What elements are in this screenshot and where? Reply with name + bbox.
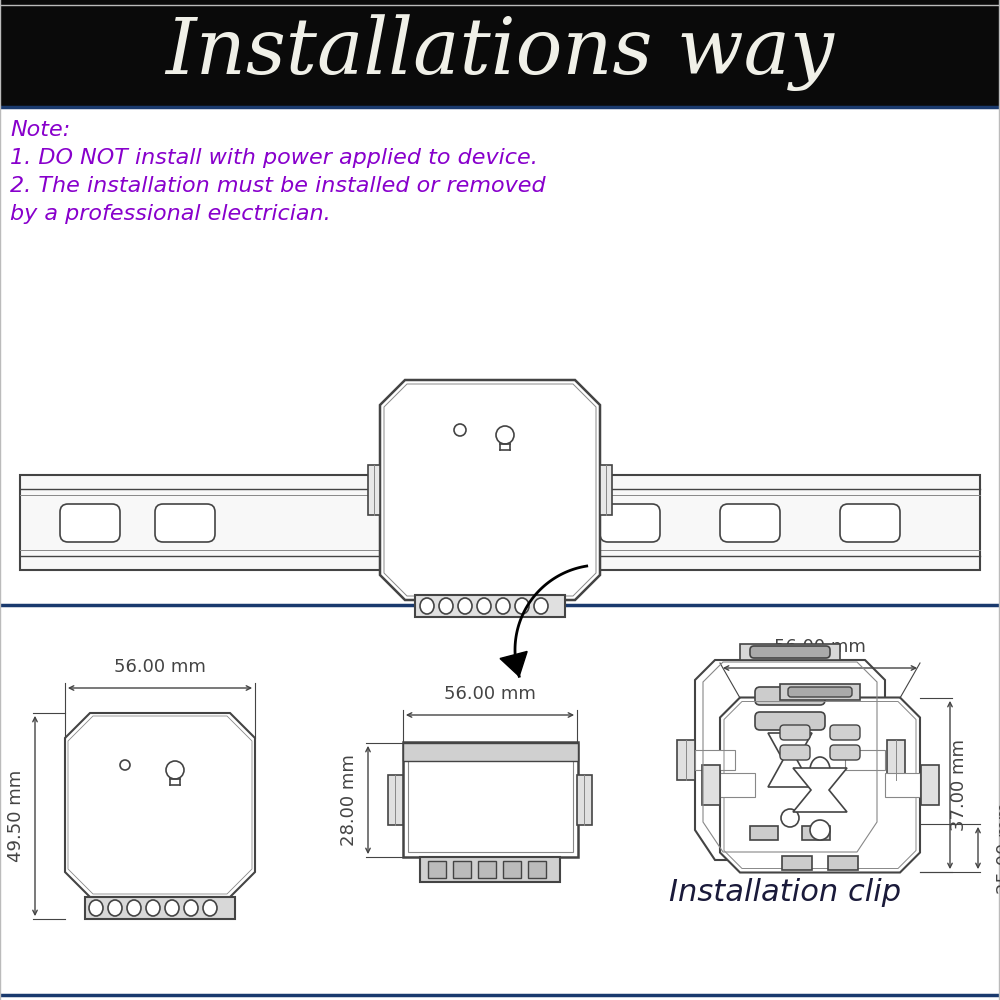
Bar <box>408 747 573 852</box>
Polygon shape <box>793 768 847 812</box>
FancyBboxPatch shape <box>755 712 825 730</box>
FancyBboxPatch shape <box>830 745 860 760</box>
Bar <box>702 765 720 805</box>
Ellipse shape <box>165 900 179 916</box>
FancyBboxPatch shape <box>780 745 810 760</box>
Ellipse shape <box>458 598 472 614</box>
Text: 25.00 mm: 25.00 mm <box>996 802 1000 894</box>
Bar <box>600 465 612 515</box>
Bar <box>740 644 840 660</box>
Bar <box>750 826 778 840</box>
Text: Installations way: Installations way <box>166 15 834 91</box>
Bar <box>528 861 546 878</box>
Text: 28.00 mm: 28.00 mm <box>340 754 358 846</box>
Bar <box>577 775 592 825</box>
Bar <box>921 765 939 805</box>
FancyBboxPatch shape <box>755 687 825 705</box>
Polygon shape <box>500 651 527 676</box>
FancyBboxPatch shape <box>60 504 120 542</box>
Bar <box>478 861 496 878</box>
FancyBboxPatch shape <box>830 725 860 740</box>
Text: 56.00 mm: 56.00 mm <box>774 638 866 656</box>
Ellipse shape <box>781 739 799 761</box>
Bar <box>885 773 920 797</box>
Ellipse shape <box>496 598 510 614</box>
Polygon shape <box>380 380 600 600</box>
Text: 37.00 mm: 37.00 mm <box>950 739 968 831</box>
Ellipse shape <box>534 598 548 614</box>
Ellipse shape <box>420 598 434 614</box>
Ellipse shape <box>89 900 103 916</box>
Bar <box>388 775 403 825</box>
Bar <box>887 740 905 780</box>
Bar <box>782 856 812 870</box>
Polygon shape <box>720 698 920 872</box>
Bar <box>453 861 471 878</box>
Bar <box>677 740 695 780</box>
Circle shape <box>781 809 799 827</box>
Text: 56.00 mm: 56.00 mm <box>444 685 536 703</box>
Bar <box>780 684 860 700</box>
FancyBboxPatch shape <box>720 504 780 542</box>
Polygon shape <box>768 733 812 787</box>
Ellipse shape <box>146 900 160 916</box>
Ellipse shape <box>810 757 830 783</box>
Bar <box>420 857 560 882</box>
Bar <box>845 750 885 770</box>
Text: 49.50 mm: 49.50 mm <box>7 770 25 862</box>
Circle shape <box>166 761 184 779</box>
FancyBboxPatch shape <box>840 504 900 542</box>
Ellipse shape <box>108 900 122 916</box>
Text: Installation clip: Installation clip <box>669 878 901 907</box>
Circle shape <box>120 760 130 770</box>
Bar <box>802 826 830 840</box>
Ellipse shape <box>127 900 141 916</box>
Circle shape <box>454 424 466 436</box>
Bar <box>85 897 235 919</box>
Polygon shape <box>695 660 885 860</box>
Circle shape <box>496 426 514 444</box>
Ellipse shape <box>477 598 491 614</box>
Bar <box>828 856 858 870</box>
Text: Note:
1. DO NOT install with power applied to device.
2. The installation must b: Note: 1. DO NOT install with power appli… <box>10 120 546 224</box>
Bar <box>695 750 735 770</box>
Bar <box>0 0 1000 105</box>
FancyBboxPatch shape <box>155 504 215 542</box>
FancyBboxPatch shape <box>780 725 810 740</box>
Bar <box>415 595 565 617</box>
Bar <box>368 465 380 515</box>
Bar <box>403 743 578 761</box>
Ellipse shape <box>203 900 217 916</box>
Bar <box>428 861 446 878</box>
Ellipse shape <box>439 598 453 614</box>
Bar <box>503 861 521 878</box>
Ellipse shape <box>184 900 198 916</box>
Polygon shape <box>65 713 255 897</box>
Ellipse shape <box>515 598 529 614</box>
Circle shape <box>810 820 830 840</box>
FancyBboxPatch shape <box>750 646 830 658</box>
FancyBboxPatch shape <box>788 687 852 697</box>
Bar <box>403 742 578 857</box>
FancyBboxPatch shape <box>600 504 660 542</box>
Bar <box>720 773 755 797</box>
Text: 56.00 mm: 56.00 mm <box>114 658 206 676</box>
Bar <box>20 475 980 570</box>
